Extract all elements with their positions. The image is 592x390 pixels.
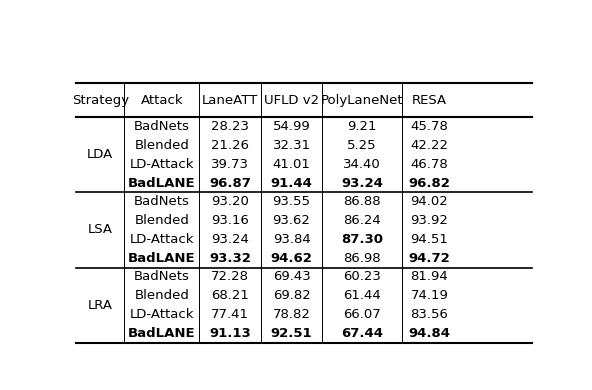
- Text: LRA: LRA: [88, 299, 112, 312]
- Text: 77.41: 77.41: [211, 308, 249, 321]
- Text: 94.51: 94.51: [410, 233, 448, 246]
- Text: LD-Attack: LD-Attack: [130, 158, 194, 171]
- Text: 72.28: 72.28: [211, 270, 249, 284]
- Text: BadLANE: BadLANE: [128, 252, 195, 265]
- Text: 60.23: 60.23: [343, 270, 381, 284]
- Text: BadLANE: BadLANE: [128, 177, 195, 190]
- Text: LD-Attack: LD-Attack: [130, 308, 194, 321]
- Text: 93.16: 93.16: [211, 214, 249, 227]
- Text: 46.78: 46.78: [410, 158, 448, 171]
- Text: 91.44: 91.44: [271, 177, 313, 190]
- Text: 41.01: 41.01: [273, 158, 310, 171]
- Text: 74.19: 74.19: [410, 289, 448, 302]
- Text: 66.07: 66.07: [343, 308, 381, 321]
- Text: Blended: Blended: [134, 289, 189, 302]
- Text: BadNets: BadNets: [134, 120, 189, 133]
- Text: PolyLaneNet: PolyLaneNet: [321, 94, 404, 106]
- Text: 94.72: 94.72: [408, 252, 451, 265]
- Text: 83.56: 83.56: [410, 308, 448, 321]
- Text: 87.30: 87.30: [341, 233, 383, 246]
- Text: Strategy: Strategy: [72, 94, 129, 106]
- Text: 86.88: 86.88: [343, 195, 381, 208]
- Text: LDA: LDA: [87, 149, 113, 161]
- Text: 9.21: 9.21: [348, 120, 377, 133]
- Text: 54.99: 54.99: [273, 120, 310, 133]
- Text: 81.94: 81.94: [410, 270, 448, 284]
- Text: 32.31: 32.31: [272, 139, 311, 152]
- Text: 28.23: 28.23: [211, 120, 249, 133]
- Text: 45.78: 45.78: [410, 120, 448, 133]
- Text: 93.20: 93.20: [211, 195, 249, 208]
- Text: 86.24: 86.24: [343, 214, 381, 227]
- Text: 93.32: 93.32: [209, 252, 251, 265]
- Text: 69.82: 69.82: [273, 289, 310, 302]
- Text: UFLD v2: UFLD v2: [264, 94, 319, 106]
- Text: 96.87: 96.87: [209, 177, 251, 190]
- Text: 93.55: 93.55: [272, 195, 311, 208]
- Text: BadNets: BadNets: [134, 195, 189, 208]
- Text: BadLANE: BadLANE: [128, 327, 195, 340]
- Text: LaneATT: LaneATT: [202, 94, 258, 106]
- Text: LD-Attack: LD-Attack: [130, 233, 194, 246]
- Text: Attack: Attack: [140, 94, 183, 106]
- Text: BadNets: BadNets: [134, 270, 189, 284]
- Text: 94.84: 94.84: [408, 327, 451, 340]
- Text: 5.25: 5.25: [348, 139, 377, 152]
- Text: 21.26: 21.26: [211, 139, 249, 152]
- Text: 67.44: 67.44: [341, 327, 383, 340]
- Text: 93.62: 93.62: [273, 214, 310, 227]
- Text: Blended: Blended: [134, 214, 189, 227]
- Text: 69.43: 69.43: [273, 270, 310, 284]
- Text: 93.24: 93.24: [211, 233, 249, 246]
- Text: 93.84: 93.84: [273, 233, 310, 246]
- Text: 34.40: 34.40: [343, 158, 381, 171]
- Text: 91.13: 91.13: [209, 327, 251, 340]
- Text: RESA: RESA: [412, 94, 447, 106]
- Text: 42.22: 42.22: [410, 139, 448, 152]
- Text: 92.51: 92.51: [271, 327, 313, 340]
- Text: 68.21: 68.21: [211, 289, 249, 302]
- Text: 86.98: 86.98: [343, 252, 381, 265]
- Text: 93.24: 93.24: [341, 177, 383, 190]
- Text: 61.44: 61.44: [343, 289, 381, 302]
- Text: 94.62: 94.62: [271, 252, 313, 265]
- Text: 78.82: 78.82: [273, 308, 310, 321]
- Text: 39.73: 39.73: [211, 158, 249, 171]
- Text: 94.02: 94.02: [410, 195, 448, 208]
- Text: 93.92: 93.92: [410, 214, 448, 227]
- Text: LSA: LSA: [88, 223, 112, 236]
- Text: 96.82: 96.82: [408, 177, 451, 190]
- Text: Blended: Blended: [134, 139, 189, 152]
